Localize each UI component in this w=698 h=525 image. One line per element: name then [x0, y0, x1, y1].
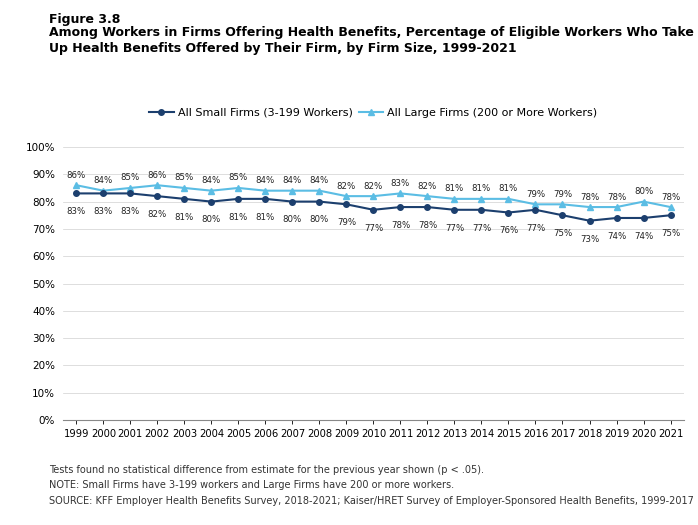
- Text: Up Health Benefits Offered by Their Firm, by Firm Size, 1999-2021: Up Health Benefits Offered by Their Firm…: [49, 42, 517, 55]
- Text: 79%: 79%: [553, 190, 572, 199]
- Text: 85%: 85%: [229, 173, 248, 182]
- Text: 80%: 80%: [283, 215, 302, 225]
- Text: 83%: 83%: [391, 179, 410, 188]
- Text: 75%: 75%: [553, 229, 572, 238]
- Text: 83%: 83%: [67, 207, 86, 216]
- Text: 84%: 84%: [255, 176, 275, 185]
- Text: 78%: 78%: [391, 221, 410, 230]
- Text: 77%: 77%: [472, 224, 491, 233]
- Text: 74%: 74%: [607, 232, 626, 241]
- Text: 77%: 77%: [526, 224, 545, 233]
- Text: Figure 3.8: Figure 3.8: [49, 13, 120, 26]
- Text: 76%: 76%: [499, 226, 518, 235]
- Text: 82%: 82%: [148, 210, 167, 219]
- Text: 84%: 84%: [202, 176, 221, 185]
- Text: 82%: 82%: [418, 182, 437, 191]
- Text: 81%: 81%: [229, 213, 248, 222]
- Text: Among Workers in Firms Offering Health Benefits, Percentage of Eligible Workers : Among Workers in Firms Offering Health B…: [49, 26, 694, 39]
- Text: 80%: 80%: [634, 187, 653, 196]
- Text: 84%: 84%: [310, 176, 329, 185]
- Text: 78%: 78%: [580, 193, 599, 202]
- Text: 78%: 78%: [661, 193, 680, 202]
- Text: 83%: 83%: [121, 207, 140, 216]
- Text: 81%: 81%: [174, 213, 194, 222]
- Text: 85%: 85%: [174, 173, 194, 182]
- Text: 75%: 75%: [661, 229, 680, 238]
- Text: SOURCE: KFF Employer Health Benefits Survey, 2018-2021; Kaiser/HRET Survey of Em: SOURCE: KFF Employer Health Benefits Sur…: [49, 496, 694, 506]
- Text: 77%: 77%: [364, 224, 383, 233]
- Text: 79%: 79%: [526, 190, 545, 199]
- Text: 83%: 83%: [94, 207, 113, 216]
- Text: 82%: 82%: [337, 182, 356, 191]
- Text: 81%: 81%: [472, 184, 491, 193]
- Text: 84%: 84%: [94, 176, 113, 185]
- Text: 80%: 80%: [310, 215, 329, 225]
- Text: 81%: 81%: [445, 184, 464, 193]
- Text: 86%: 86%: [148, 171, 167, 180]
- Text: 81%: 81%: [255, 213, 275, 222]
- Text: 74%: 74%: [634, 232, 653, 241]
- Text: 73%: 73%: [580, 235, 599, 244]
- Text: 85%: 85%: [121, 173, 140, 182]
- Text: 80%: 80%: [202, 215, 221, 225]
- Text: 86%: 86%: [67, 171, 86, 180]
- Text: 84%: 84%: [283, 176, 302, 185]
- Legend: All Small Firms (3-199 Workers), All Large Firms (200 or More Workers): All Small Firms (3-199 Workers), All Lar…: [144, 103, 602, 122]
- Text: NOTE: Small Firms have 3-199 workers and Large Firms have 200 or more workers.: NOTE: Small Firms have 3-199 workers and…: [49, 480, 454, 490]
- Text: 79%: 79%: [337, 218, 356, 227]
- Text: 78%: 78%: [418, 221, 437, 230]
- Text: Tests found no statistical difference from estimate for the previous year shown : Tests found no statistical difference fr…: [49, 465, 484, 475]
- Text: 78%: 78%: [607, 193, 626, 202]
- Text: 77%: 77%: [445, 224, 464, 233]
- Text: 81%: 81%: [499, 184, 518, 193]
- Text: 82%: 82%: [364, 182, 383, 191]
